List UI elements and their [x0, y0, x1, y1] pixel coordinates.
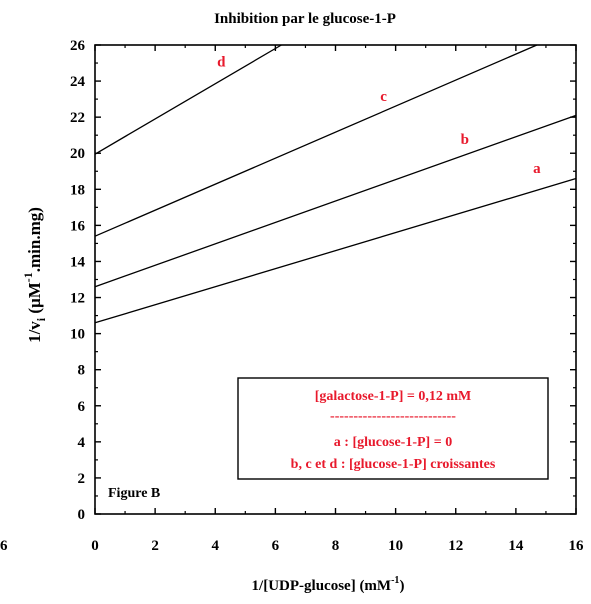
y-tick-label: 14: [70, 254, 86, 270]
legend-line-2: ---------------------------: [330, 409, 456, 424]
series-label-b: b: [461, 132, 469, 148]
x-axis-label-superscript: -1: [391, 575, 399, 586]
x-tick-label: 0: [91, 538, 99, 554]
series-line-d: [94, 44, 282, 155]
legend-line-1: [galactose-1-P] = 0,12 mM: [315, 389, 471, 404]
legend-box: [galactose-1-P] = 0,12 mM --------------…: [237, 377, 549, 480]
figure-label: Figure B: [108, 486, 160, 501]
x-tick-label: 4: [212, 538, 220, 554]
series-line-b: [94, 114, 577, 288]
series-line-c: [94, 44, 538, 237]
y-tick-label: 2: [78, 471, 86, 487]
y-tick-label: 4: [78, 435, 86, 451]
legend-line-4: b, c et d : [glucose-1-P] croissantes: [291, 457, 496, 472]
y-axis-label-mid: (μM: [25, 282, 44, 318]
series-label-c: c: [380, 89, 387, 105]
y-tick-label: 26: [70, 38, 86, 54]
y-tick-label: 18: [70, 182, 85, 198]
y-tick-label: 0: [78, 507, 86, 523]
y-tick-label: 16: [70, 218, 86, 234]
x-axis-label-main: 1/[UDP-glucose] (mM: [252, 578, 392, 594]
series-labels: a b c d: [217, 55, 541, 177]
y-tick-label: 20: [70, 146, 85, 162]
series-label-a: a: [533, 161, 541, 177]
y-tick-label: 10: [70, 327, 85, 343]
x-tick-label: 6: [272, 538, 280, 554]
y-axis-label-main: 1/v: [25, 321, 44, 343]
y-tick-label: 12: [70, 291, 85, 307]
y-axis-label-superscript: -1: [21, 272, 35, 282]
y-axis-label-subscript: i: [34, 317, 48, 321]
y-tick-label: 8: [78, 363, 86, 379]
y-tick-label: 22: [70, 110, 85, 126]
series-line-a: [94, 177, 577, 324]
y-axis-label: 1/vi (μM-1.min.mg): [21, 207, 48, 343]
legend-line-3: a : [glucose-1-P] = 0: [334, 435, 452, 450]
x-axis-label: 1/[UDP-glucose] (mM-1): [252, 575, 405, 594]
legend-frame: [237, 377, 549, 480]
x-tick-label: 8: [332, 538, 340, 554]
x-tick-label: 12: [448, 538, 463, 554]
left-edge-tick-label: 6: [0, 538, 8, 554]
chart-title: Inhibition par le glucose-1-P: [214, 11, 396, 27]
x-axis-ticks: 0 2 4 6 8 10 12 14 16: [91, 45, 584, 554]
y-tick-label: 24: [70, 74, 86, 90]
x-axis-label-end: ): [399, 578, 404, 594]
x-tick-label: 14: [508, 538, 524, 554]
series-lines: [94, 44, 577, 324]
x-tick-label: 16: [569, 538, 585, 554]
x-tick-label: 2: [151, 538, 159, 554]
x-tick-label: 10: [388, 538, 403, 554]
y-tick-label: 6: [78, 399, 86, 415]
series-label-d: d: [217, 55, 226, 71]
y-axis-label-end: .min.mg): [25, 207, 44, 272]
